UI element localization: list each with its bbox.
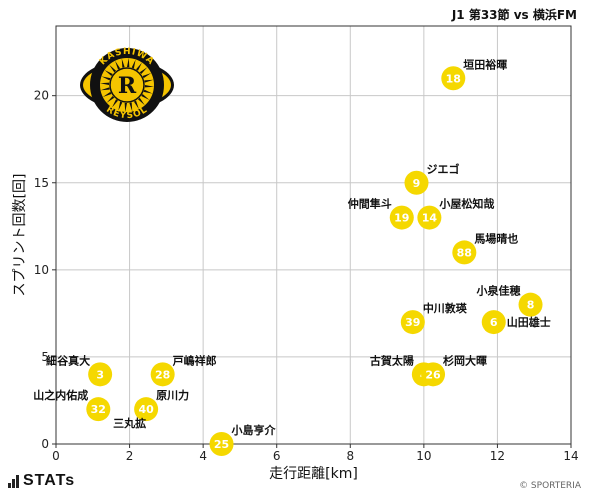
x-tick-label: 6 xyxy=(273,449,281,463)
player-name-label: ジエゴ xyxy=(427,162,460,176)
player-name-label: 山田雄士 xyxy=(507,315,551,329)
player-number: 19 xyxy=(394,212,409,225)
y-tick-label: 10 xyxy=(34,263,49,277)
logo-letter: R xyxy=(118,73,137,99)
player-number: 18 xyxy=(446,72,461,85)
player-name-label: 仲間隼斗 xyxy=(348,197,392,211)
player-number: 39 xyxy=(405,316,420,329)
player-name-label: 原川力 xyxy=(156,388,189,402)
stats-logo: STATs xyxy=(8,472,75,490)
x-tick-label: 10 xyxy=(416,449,431,463)
player-number: 88 xyxy=(457,246,472,259)
player-name-label: 馬場晴也 xyxy=(474,231,518,245)
copyright-credit: © SPORTERIA xyxy=(519,481,581,491)
y-tick-label: 5 xyxy=(41,350,49,364)
x-axis-label: 走行距離[km] xyxy=(269,465,358,482)
player-marker xyxy=(389,205,414,230)
player-marker xyxy=(404,170,429,195)
player-name-label: 山之内佑成 xyxy=(33,388,88,402)
player-marker xyxy=(452,240,477,265)
player-marker xyxy=(441,66,466,91)
player-name-label: 細谷真大 xyxy=(46,353,90,367)
chart-title: J1 第33節 vs 横浜FM xyxy=(451,8,577,22)
x-tick-label: 8 xyxy=(346,449,354,463)
logo-bottom-text-path: REYSOL xyxy=(104,105,149,121)
player-number: 32 xyxy=(91,403,106,416)
player-marker xyxy=(481,310,506,335)
x-tick-label: 4 xyxy=(199,449,207,463)
x-tick-label: 12 xyxy=(490,449,505,463)
player-marker xyxy=(209,432,234,456)
player-number: 28 xyxy=(155,368,170,381)
player-name-label: 垣田裕暉 xyxy=(463,57,507,71)
player-name-label: 小屋松知哉 xyxy=(438,197,494,211)
player-number: 3 xyxy=(96,368,104,381)
player-name-label: 中川敦瑛 xyxy=(423,301,468,315)
player-name-label: 三丸拡 xyxy=(113,416,146,430)
player-name-label: 小泉佳穂 xyxy=(476,284,521,298)
x-tick-label: 14 xyxy=(563,449,578,463)
player-number: 26 xyxy=(425,368,441,381)
x-tick-label: 2 xyxy=(126,449,134,463)
player-number: 14 xyxy=(422,212,438,225)
y-tick-label: 15 xyxy=(34,176,49,190)
logo-bottom-text: REYSOL xyxy=(104,105,150,121)
player-number: 9 xyxy=(413,177,421,190)
y-tick-label: 20 xyxy=(34,89,49,103)
player-marker xyxy=(86,397,111,422)
player-name-label: 古賀太陽 xyxy=(370,353,414,367)
player-marker xyxy=(421,362,446,387)
player-name-label: 戸嶋祥郎 xyxy=(173,353,217,367)
grid xyxy=(55,26,572,445)
y-axis-label: スプリント回数[回] xyxy=(12,174,28,297)
player-marker xyxy=(88,362,113,387)
player-marker xyxy=(134,397,159,422)
plot-frame xyxy=(55,25,572,445)
axis-ticks: 0 2 4 6 8 10 12 14 0 5 10 15 20 xyxy=(34,89,579,463)
player-name-label: 小島亨介 xyxy=(231,423,277,437)
y-tick-label: 0 xyxy=(41,437,49,451)
player-number: 8 xyxy=(527,299,535,312)
player-number: 6 xyxy=(490,316,498,329)
player-name-label: 杉岡大暉 xyxy=(443,353,487,367)
player-marker xyxy=(150,362,175,387)
player-number: 40 xyxy=(138,403,154,416)
stats-brand: STATs xyxy=(23,472,76,489)
player-marker xyxy=(417,205,442,230)
x-tick-label: 0 xyxy=(52,449,60,463)
logo-center xyxy=(109,67,145,103)
stats-bars-icon xyxy=(8,474,19,488)
player-marker xyxy=(518,292,543,317)
player-number: 25 xyxy=(214,438,229,451)
player-marker xyxy=(400,310,425,335)
